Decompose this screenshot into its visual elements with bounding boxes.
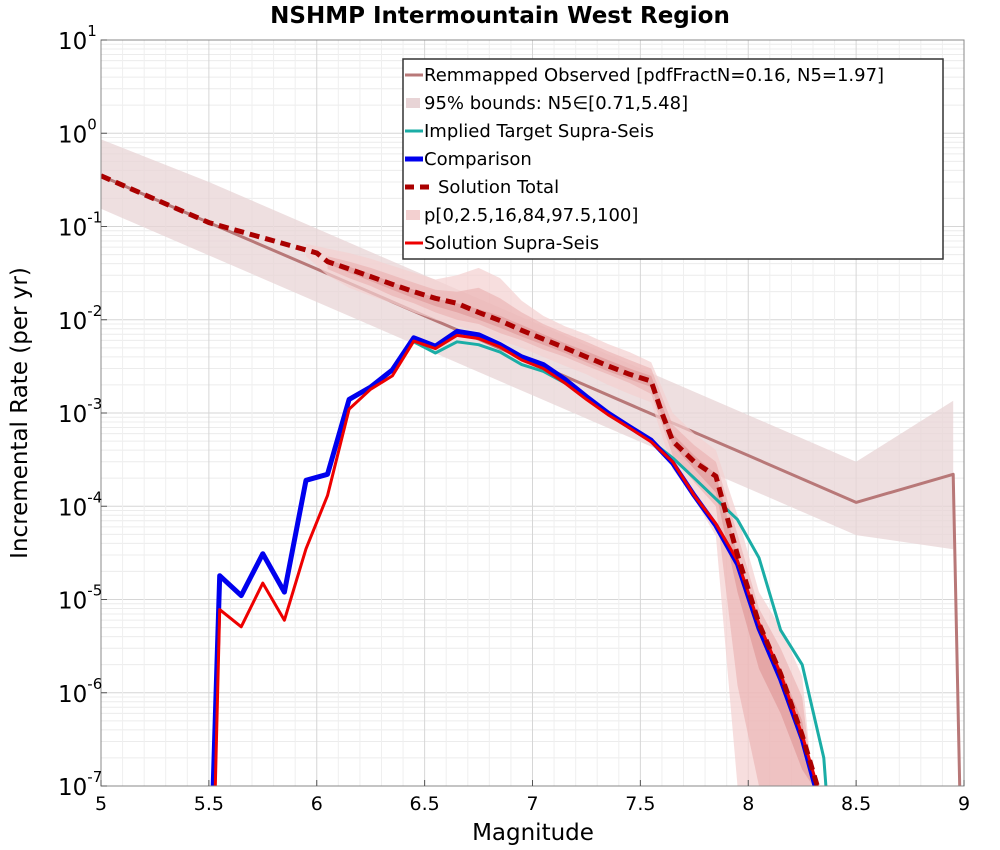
legend-label: p[0,2.5,16,84,97.5,100] — [424, 205, 638, 226]
x-tick-label: 6 — [311, 793, 323, 815]
chart-title: NSHMP Intermountain West Region — [270, 3, 730, 29]
legend-label: Remmapped Observed [pdfFractN=0.16, N5=1… — [424, 65, 884, 86]
y-tick-label: 10-7 — [58, 768, 102, 801]
solution-total-line — [101, 173, 820, 786]
x-tick-label: 6.5 — [410, 793, 440, 815]
legend-swatch — [406, 210, 420, 220]
x-axis-label: Magnitude — [472, 820, 594, 846]
x-tick-label: 9 — [958, 793, 970, 815]
y-tick-label: 101 — [58, 22, 97, 55]
y-axis-label: Incremental Rate (per yr) — [7, 267, 33, 559]
x-tick-label: 7 — [526, 793, 538, 815]
legend-label: Solution Supra-Seis — [424, 233, 599, 254]
x-axis-ticks: 5 5.5 6 6.5 7 7.5 8 8.5 9 — [95, 780, 970, 815]
y-tick-label: 10-2 — [58, 302, 102, 335]
y-axis-ticks: 10-7 10-6 10-5 10-4 10-3 10-2 10-1 100 101 — [58, 22, 107, 801]
y-tick-label: 100 — [58, 115, 97, 148]
x-tick-label: 8.5 — [841, 793, 871, 815]
y-tick-label: 10-4 — [58, 488, 102, 521]
legend-label: Implied Target Supra-Seis — [424, 121, 654, 142]
x-tick-label: 8 — [742, 793, 754, 815]
legend-box — [402, 58, 944, 260]
y-tick-label: 10-6 — [58, 675, 102, 708]
percentile-band-mid-band — [327, 256, 813, 786]
legend-swatch — [406, 98, 420, 108]
x-tick-label: 7.5 — [625, 793, 655, 815]
observed-line — [101, 174, 962, 786]
y-tick-label: 10-1 — [58, 209, 102, 242]
legend-label: Solution Total — [438, 177, 559, 198]
series-layer — [101, 139, 962, 786]
x-tick-label: 5 — [95, 793, 107, 815]
y-tick-label: 10-3 — [58, 395, 102, 428]
legend-label: 95% bounds: N5∈[0.71,5.48] — [424, 93, 688, 114]
legend-label: Comparison — [424, 149, 532, 170]
y-tick-label: 10-5 — [58, 582, 102, 615]
legend: Remmapped Observed [pdfFractN=0.16, N5=1… — [402, 58, 944, 260]
x-tick-label: 5.5 — [194, 793, 224, 815]
solution-supra-line — [213, 333, 819, 786]
